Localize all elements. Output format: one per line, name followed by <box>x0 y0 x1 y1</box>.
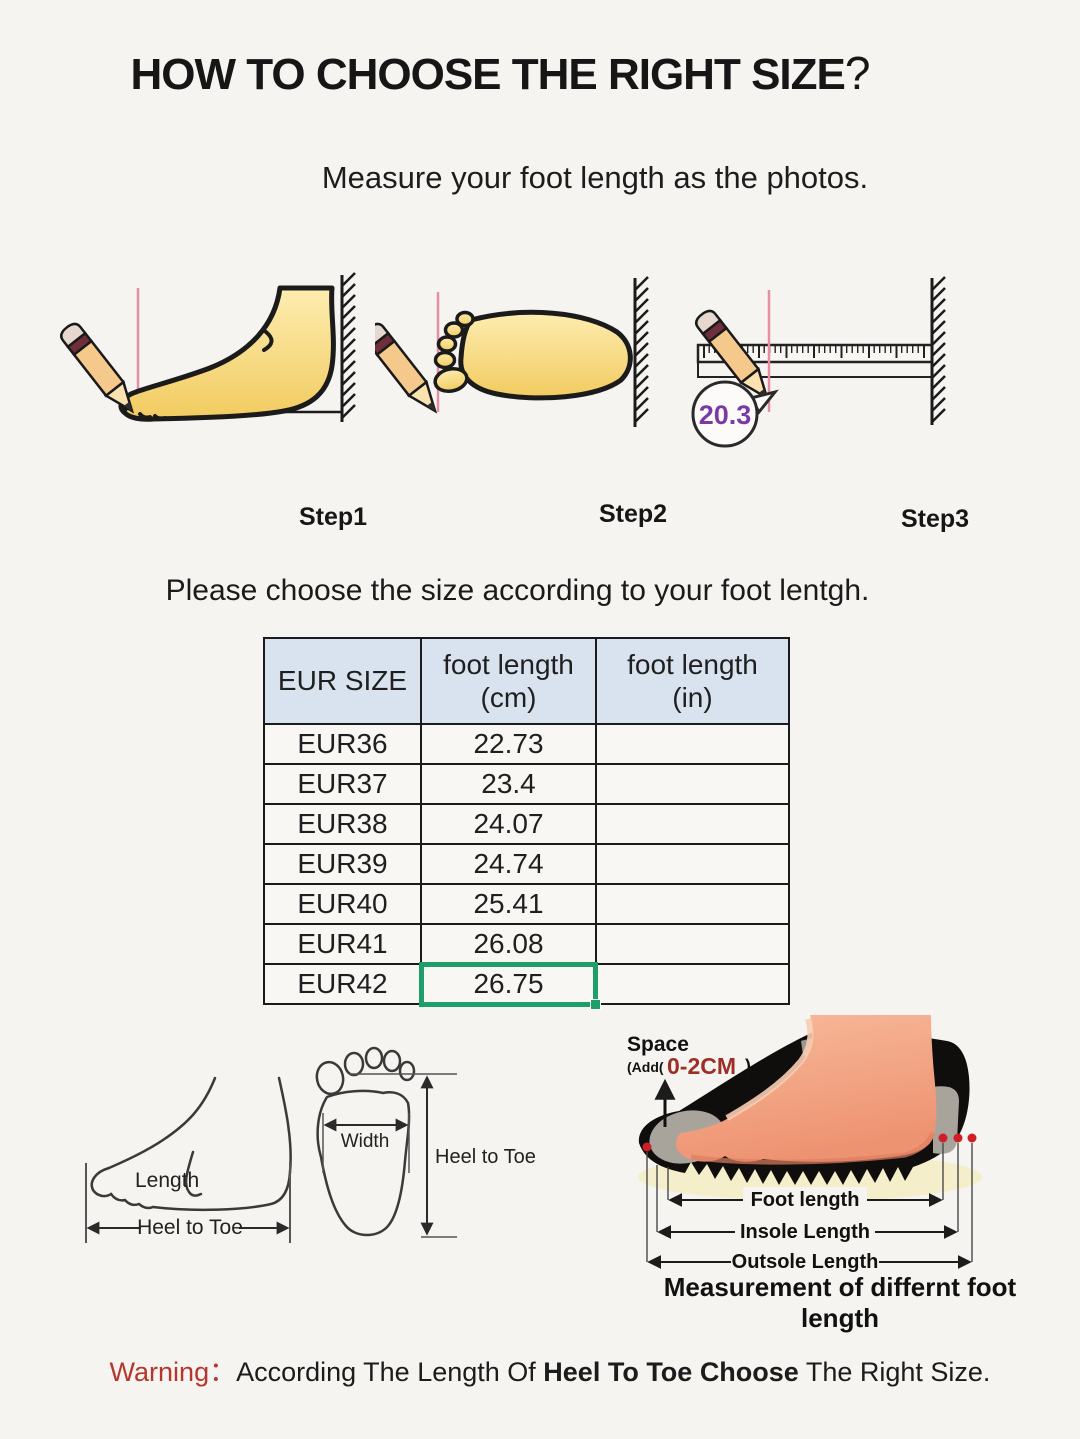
foot-top-shape <box>458 309 633 401</box>
label-mask <box>743 1187 867 1211</box>
warning-text-after: The Right Size. <box>798 1357 991 1387</box>
size-table-header-row: EUR SIZE foot length (cm) foot length (i… <box>263 637 790 725</box>
side-foot-measure-diagram: Heel to Toe Length <box>85 1076 292 1243</box>
page-subtitle: Measure your foot length as the photos. <box>321 160 869 195</box>
table-row: EUR36 22.73 <box>263 723 790 765</box>
header-cm-line2: (cm) <box>480 682 537 713</box>
width-label: Width <box>341 1131 390 1152</box>
cell-eur: EUR40 <box>263 883 422 925</box>
warning-note: Warning：According The Length Of Heel To … <box>20 1350 1080 1389</box>
insole-heel-area <box>933 1086 959 1154</box>
heel-to-toe-label: Heel to Toe <box>137 1216 243 1239</box>
warning-label: Warning： <box>109 1357 237 1387</box>
foot-side-shape <box>118 285 336 422</box>
cell-in <box>595 723 790 765</box>
table-row: EUR40 25.41 <box>263 883 790 925</box>
step1-label: Step1 <box>298 503 368 531</box>
page-title: HOW TO CHOOSE THE RIGHT SIZE? <box>0 46 1000 100</box>
label-mask <box>731 1249 879 1273</box>
dimension-lines <box>646 1143 973 1262</box>
measurement-value: 20.3 <box>699 400 752 430</box>
cell-in <box>595 883 790 925</box>
label-mask <box>735 1219 875 1243</box>
header-eur-size: EUR SIZE <box>263 637 422 725</box>
cell-eur: EUR42 <box>263 963 422 1005</box>
footprint-measure-diagram: Width Heel to Toe <box>315 1046 536 1238</box>
step2-label: Step2 <box>598 500 668 528</box>
cell-cm: 24.74 <box>420 843 597 885</box>
size-instruction: Please choose the size according to your… <box>165 574 870 607</box>
cell-cm: 23.4 <box>420 763 597 805</box>
foot-length-label: Foot length <box>751 1189 860 1211</box>
cell-eur: EUR39 <box>263 843 422 885</box>
add-suffix: ) <box>745 1056 751 1076</box>
size-table: EUR SIZE foot length (cm) foot length (i… <box>263 637 790 1010</box>
cell-eur: EUR41 <box>263 923 422 965</box>
foot-sole-shading <box>690 1131 936 1165</box>
measure-point-dots <box>642 1133 977 1152</box>
cell-cm: 24.07 <box>420 803 597 845</box>
page-title-qmark: ? <box>844 47 871 99</box>
cell-in <box>595 843 790 885</box>
length-label: Length <box>135 1169 199 1192</box>
cell-eur: EUR37 <box>263 763 422 805</box>
space-label: Space <box>627 1033 689 1056</box>
header-in-line1: foot length <box>627 648 758 680</box>
cell-eur: EUR38 <box>263 803 422 845</box>
header-foot-length-cm: foot length (cm) <box>420 637 597 725</box>
header-cm-line1: foot length <box>443 648 574 680</box>
cell-in <box>595 803 790 845</box>
foot-in-shoe <box>676 1015 937 1162</box>
warning-text-bold: Heel To Toe Choose <box>543 1357 799 1387</box>
header-foot-length-in: foot length (in) <box>595 637 790 725</box>
measurement-bubble <box>691 380 759 448</box>
table-row: EUR41 26.08 <box>263 923 790 965</box>
label-mask <box>141 1215 239 1239</box>
cell-in <box>595 763 790 805</box>
warning-text-before: According The Length Of <box>236 1357 544 1387</box>
wall-hatch <box>634 276 649 423</box>
step3-label: Step3 <box>900 505 970 533</box>
table-row: EUR37 23.4 <box>263 763 790 805</box>
pencil-icon <box>375 319 445 419</box>
insole-length-label: Insole Length <box>740 1221 870 1243</box>
table-row: EUR39 24.74 <box>263 843 790 885</box>
cell-in <box>595 923 790 965</box>
selected-value: 26.75 <box>473 968 544 999</box>
cell-in <box>595 963 790 1005</box>
instep-highlight <box>725 1018 814 1121</box>
wall-hatch <box>931 276 946 423</box>
cell-cm: 22.73 <box>420 723 597 765</box>
page-title-text: HOW TO CHOOSE THE RIGHT SIZE <box>130 50 846 99</box>
step2-top-foot-illustration <box>375 276 649 427</box>
toes <box>433 310 475 394</box>
heel-to-toe-label: Heel to Toe <box>435 1146 536 1168</box>
ruler-base <box>697 362 932 378</box>
table-row: EUR42 26.75 <box>263 962 790 1010</box>
pencil-icon <box>60 319 142 419</box>
add-value: 0-2CM <box>667 1053 736 1079</box>
add-prefix: (Add( <box>627 1059 664 1075</box>
step1-side-foot-illustration <box>60 272 356 422</box>
cell-cm-selected: 26.75 <box>419 962 601 1010</box>
cell-eur: EUR36 <box>263 723 422 765</box>
shoe-diagram-caption: Measurement of differnt foot length <box>663 1272 1017 1333</box>
cell-cm: 26.08 <box>420 923 597 965</box>
outsole-length-label: Outsole Length <box>732 1251 879 1273</box>
header-in-line2: (in) <box>672 682 713 713</box>
step3-ruler-illustration: 20.3 <box>691 276 946 448</box>
shoe-cross-section-diagram: Foot length Insole Length Outsole Length… <box>627 1015 982 1273</box>
wall-hatch <box>341 272 356 419</box>
cell-cm: 25.41 <box>420 883 597 925</box>
table-row: EUR38 24.07 <box>263 803 790 845</box>
